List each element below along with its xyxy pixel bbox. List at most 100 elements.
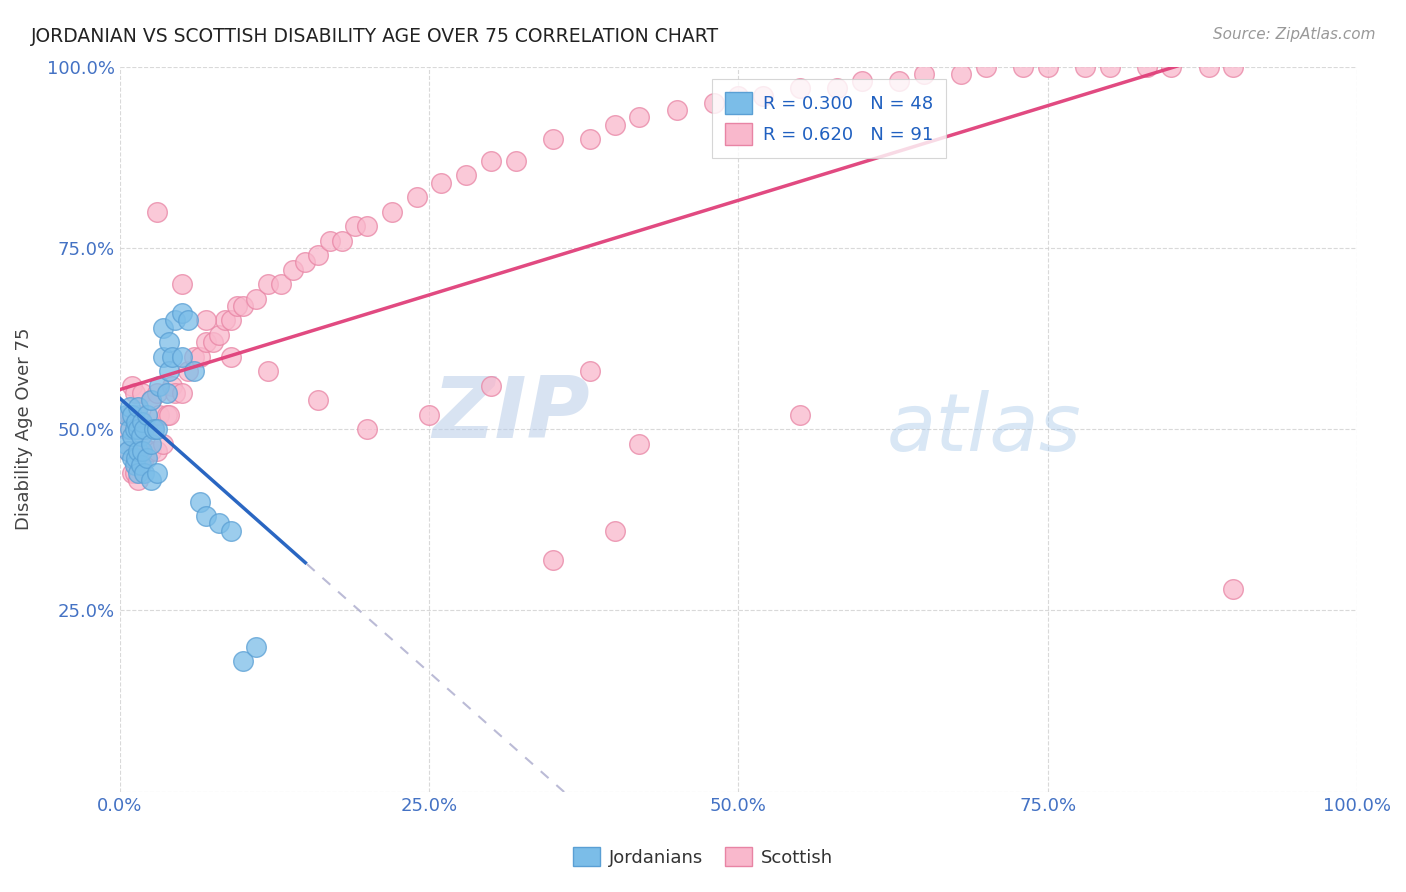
Point — [125, 451, 148, 466]
Point — [541, 552, 564, 566]
Point — [1074, 60, 1097, 74]
Point — [146, 422, 169, 436]
Point — [170, 350, 193, 364]
Point — [121, 451, 143, 466]
Point — [827, 81, 849, 95]
Point — [124, 422, 146, 436]
Point — [131, 436, 153, 450]
Text: JORDANIAN VS SCOTTISH DISABILITY AGE OVER 75 CORRELATION CHART: JORDANIAN VS SCOTTISH DISABILITY AGE OVE… — [31, 27, 718, 45]
Point — [121, 378, 143, 392]
Point — [143, 422, 166, 436]
Point — [131, 385, 153, 400]
Point — [146, 385, 169, 400]
Point — [789, 408, 811, 422]
Point — [219, 313, 242, 327]
Point — [628, 111, 651, 125]
Point — [170, 306, 193, 320]
Point — [139, 443, 162, 458]
Point — [430, 176, 453, 190]
Point — [356, 422, 378, 436]
Point — [456, 169, 478, 183]
Point — [950, 67, 973, 81]
Point — [579, 132, 602, 146]
Point — [789, 81, 811, 95]
Legend: Jordanians, Scottish: Jordanians, Scottish — [565, 840, 841, 874]
Point — [912, 67, 935, 81]
Point — [505, 153, 527, 168]
Text: ZIP: ZIP — [432, 373, 591, 456]
Point — [152, 436, 174, 450]
Point — [1160, 60, 1182, 74]
Point — [152, 350, 174, 364]
Point — [146, 443, 169, 458]
Text: atlas: atlas — [887, 390, 1081, 468]
Point — [665, 103, 688, 117]
Point — [117, 443, 139, 458]
Point — [136, 451, 159, 466]
Point — [146, 466, 169, 480]
Point — [1222, 60, 1244, 74]
Point — [115, 436, 138, 450]
Point — [170, 385, 193, 400]
Point — [208, 327, 231, 342]
Point — [129, 458, 152, 473]
Point — [157, 408, 180, 422]
Point — [479, 153, 502, 168]
Point — [125, 443, 148, 458]
Point — [319, 234, 342, 248]
Point — [195, 509, 218, 524]
Point — [195, 313, 218, 327]
Point — [157, 335, 180, 350]
Point — [165, 385, 187, 400]
Point — [201, 335, 224, 350]
Point — [270, 277, 292, 292]
Point — [134, 466, 156, 480]
Point — [307, 248, 329, 262]
Point — [752, 88, 775, 103]
Text: Source: ZipAtlas.com: Source: ZipAtlas.com — [1212, 27, 1375, 42]
Point — [183, 364, 205, 378]
Point — [541, 132, 564, 146]
Point — [703, 95, 725, 110]
Point — [294, 255, 316, 269]
Point — [127, 473, 149, 487]
Point — [139, 473, 162, 487]
Point — [208, 516, 231, 531]
Point — [160, 378, 183, 392]
Point — [356, 219, 378, 233]
Point — [245, 640, 267, 654]
Point — [148, 378, 170, 392]
Point — [281, 262, 304, 277]
Point — [974, 60, 997, 74]
Point — [1222, 582, 1244, 596]
Point — [195, 335, 218, 350]
Point — [177, 364, 200, 378]
Point — [165, 313, 187, 327]
Point — [134, 422, 156, 436]
Point — [127, 408, 149, 422]
Point — [131, 415, 153, 429]
Point — [127, 422, 149, 436]
Point — [157, 364, 180, 378]
Point — [579, 364, 602, 378]
Point — [118, 408, 141, 422]
Point — [143, 422, 166, 436]
Point — [146, 204, 169, 219]
Point — [214, 313, 236, 327]
Point — [889, 74, 911, 88]
Point — [188, 494, 211, 508]
Point — [115, 422, 138, 436]
Point — [219, 350, 242, 364]
Point — [136, 408, 159, 422]
Point — [124, 458, 146, 473]
Point — [418, 408, 440, 422]
Point — [1098, 60, 1121, 74]
Point — [129, 429, 152, 443]
Point — [245, 292, 267, 306]
Point — [232, 299, 254, 313]
Point — [727, 88, 749, 103]
Point — [257, 277, 280, 292]
Point — [257, 364, 280, 378]
Point — [118, 401, 141, 415]
Point — [136, 422, 159, 436]
